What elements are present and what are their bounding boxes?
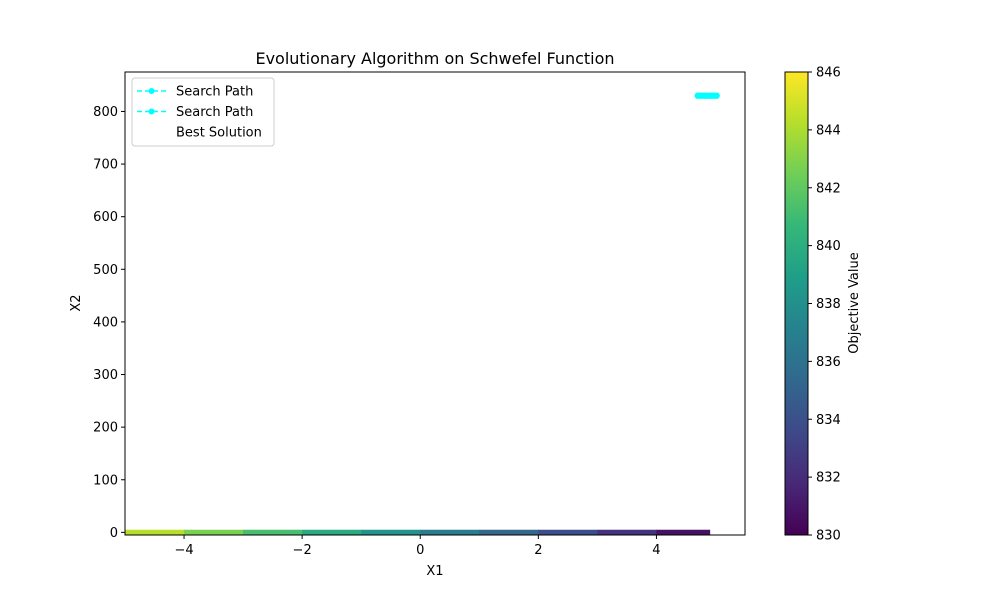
legend-entries: Search Path Search Path Best Solution <box>137 85 262 141</box>
x-tick-label: −4 <box>174 543 193 558</box>
y-axis-label: X2 <box>69 294 84 311</box>
chart-title: Evolutionary Algorithm on Schwefel Funct… <box>255 49 614 68</box>
contour-cell <box>420 529 480 535</box>
y-tick-label: 400 <box>93 315 118 330</box>
x-tick-label: −2 <box>293 543 312 558</box>
legend-label: Best Solution <box>176 126 262 141</box>
series-layer <box>694 92 720 99</box>
contour-cell <box>656 529 711 535</box>
legend-marker <box>148 88 155 94</box>
contour-cell <box>361 529 421 535</box>
colorbar-tick-label: 834 <box>816 413 841 428</box>
y-tick-label: 700 <box>93 158 118 173</box>
colorbar: 830 832 834 836 838 840 842 844 846 Objective Va… <box>784 66 862 544</box>
colorbar-tick-label: 836 <box>816 355 841 370</box>
colorbar-tick-label: 840 <box>816 239 841 254</box>
legend-label: Search Path <box>176 105 253 120</box>
y-tick-label: 0 <box>110 526 118 541</box>
legend: Search Path Search Path Best Solution <box>131 77 275 147</box>
colorbar-fill <box>785 72 808 535</box>
colorbar-tick-label: 838 <box>816 297 841 312</box>
x-tick-label: 2 <box>534 543 542 558</box>
y-tick-label: 600 <box>93 210 118 225</box>
x-axis: −4 −2 0 2 4 <box>174 535 661 558</box>
legend-box <box>131 77 275 147</box>
colorbar-tick-label: 842 <box>816 181 841 196</box>
colorbar-ticks: 830 832 834 836 838 840 842 844 846 <box>808 66 841 544</box>
y-tick-label: 300 <box>93 368 118 383</box>
colorbar-tick-label: 830 <box>816 529 841 544</box>
legend-marker <box>148 108 155 115</box>
contour-cell <box>125 529 185 535</box>
contour-cell <box>184 529 244 535</box>
contour-cell <box>302 529 362 535</box>
contour-layer <box>125 529 711 535</box>
contour-cell <box>479 529 539 535</box>
colorbar-tick-label: 846 <box>816 66 841 81</box>
x-tick-label: 0 <box>416 543 424 558</box>
y-tick-label: 500 <box>93 263 118 278</box>
y-axis: 0 100 200 300 400 500 600 700 800 <box>93 105 125 541</box>
y-tick-label: 200 <box>93 421 118 436</box>
contour-cell <box>597 529 658 535</box>
colorbar-tick-label: 832 <box>816 471 841 486</box>
search-path-point <box>713 92 720 99</box>
x-tick-label: 4 <box>652 543 660 558</box>
contour-cell <box>538 529 598 535</box>
y-tick-label: 800 <box>93 105 118 120</box>
legend-label: Search Path <box>176 85 253 100</box>
colorbar-tick-label: 844 <box>816 123 841 138</box>
colorbar-label: Objective Value <box>847 252 862 353</box>
plot-frame <box>124 71 746 536</box>
y-tick-label: 100 <box>93 473 118 488</box>
plot-area <box>124 71 746 536</box>
contour-cell <box>243 529 303 535</box>
x-axis-label: X1 <box>426 564 443 579</box>
